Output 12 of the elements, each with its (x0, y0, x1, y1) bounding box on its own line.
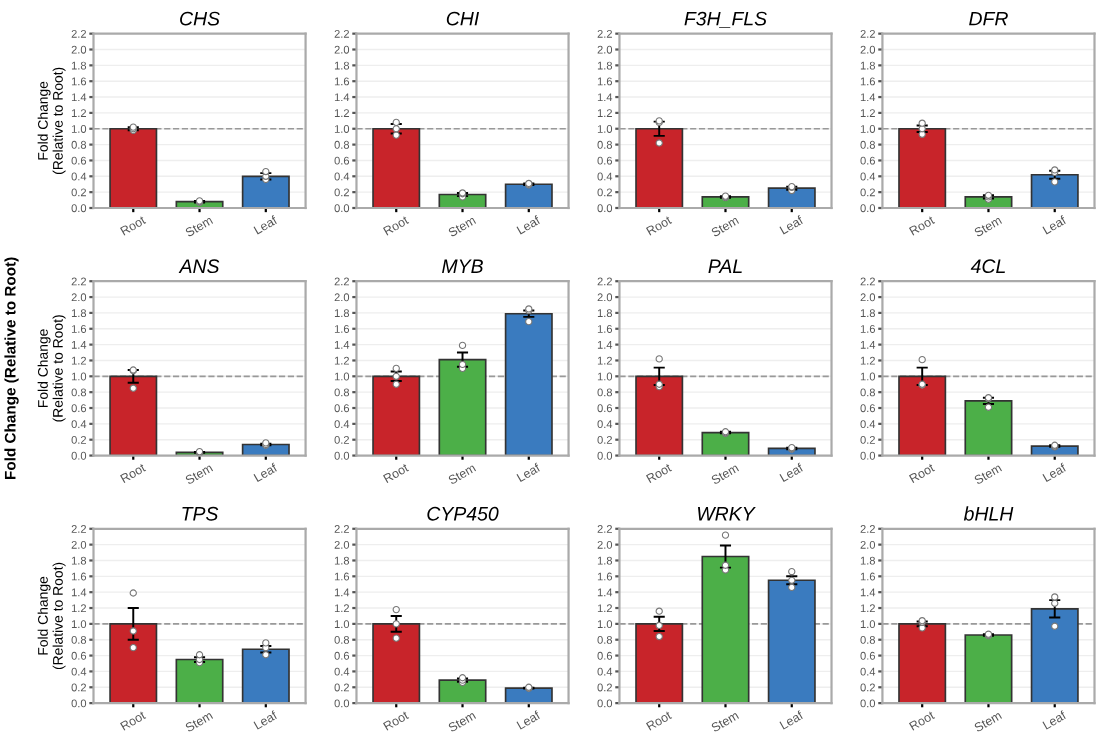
chart-title: WRKY (698, 507, 756, 521)
chart-title: CYP450 (427, 506, 499, 521)
chart-title: F3H_FLS (684, 11, 767, 28)
chart-title: bHLH (963, 506, 1014, 521)
chart-title: 4CL (970, 259, 1005, 274)
chart-title: TPS (182, 506, 219, 521)
chart-title: CHS (180, 11, 220, 26)
chart-title: PAL (708, 259, 742, 273)
chart-title: ANS (178, 259, 220, 274)
chart-title: MYB (442, 259, 483, 273)
chart-title: CHI (446, 11, 480, 26)
chart-title: DFR (969, 11, 1008, 26)
